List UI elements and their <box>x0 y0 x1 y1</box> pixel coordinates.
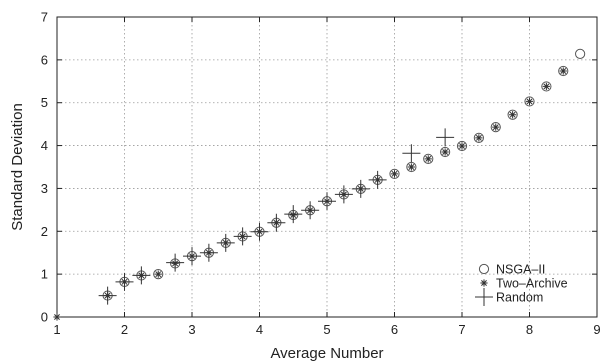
y-tick-label: 7 <box>41 10 48 25</box>
x-tick-label: 4 <box>256 322 263 337</box>
plus-point <box>267 213 286 232</box>
legend-plus-symbol <box>475 288 493 306</box>
circle-point <box>389 168 400 179</box>
star-point <box>525 97 534 106</box>
y-tick-label: 3 <box>41 181 48 196</box>
x-tick-label: 1 <box>53 322 60 337</box>
y-tick-label: 6 <box>41 52 48 67</box>
plus-point <box>132 266 151 285</box>
circle-point <box>153 269 164 280</box>
legend-circle-symbol <box>478 263 490 275</box>
plus-point <box>301 201 320 220</box>
circle-point <box>423 153 434 164</box>
star-point <box>154 270 162 278</box>
x-tick-label: 7 <box>458 322 465 337</box>
x-tick-label: 6 <box>391 322 398 337</box>
y-axis-title: Standard Deviation <box>9 103 26 231</box>
star-point <box>390 170 399 178</box>
plus-point <box>436 128 455 147</box>
circle-point <box>440 146 451 158</box>
star-point <box>458 142 466 150</box>
data-marks <box>53 48 586 321</box>
plus-point <box>351 179 370 198</box>
plus-point <box>233 227 252 246</box>
circle-point <box>541 81 552 92</box>
y-tick-label: 5 <box>41 95 48 110</box>
x-axis-title: Average Number <box>270 345 383 362</box>
star-point <box>559 67 567 75</box>
plus-point <box>284 205 303 224</box>
y-tick-label: 2 <box>41 224 48 239</box>
star-point <box>492 123 500 131</box>
x-tick-label: 8 <box>526 322 533 337</box>
y-tick-label: 1 <box>41 267 48 282</box>
series-star <box>53 67 567 321</box>
legend-label-circle: NSGA–II <box>496 263 545 277</box>
star-point <box>441 148 449 156</box>
x-tick-label: 2 <box>121 322 128 337</box>
y-tick-label: 0 <box>41 310 48 325</box>
circle-point <box>507 109 518 120</box>
circle-point <box>473 132 484 143</box>
x-axis-ticks: 1 2 3 4 5 6 7 8 9 <box>53 17 601 337</box>
x-tick-label: 3 <box>188 322 195 337</box>
plus-point <box>199 243 218 262</box>
circle-point <box>456 140 468 152</box>
plus-point <box>98 286 117 305</box>
plus-point <box>250 222 269 241</box>
circle-point <box>558 65 569 77</box>
series-plus <box>98 128 455 305</box>
star-point <box>424 155 432 163</box>
star-point <box>542 82 550 91</box>
circle-point <box>490 122 501 133</box>
plus-point <box>115 272 134 291</box>
star-point <box>475 134 483 142</box>
plus-point <box>318 192 336 211</box>
star-point <box>53 313 61 321</box>
star-point <box>509 111 517 119</box>
plus-point <box>402 144 421 163</box>
plus-point <box>334 185 353 204</box>
legend-label-star: Two–Archive <box>496 277 568 291</box>
legend-star-symbol <box>480 279 488 287</box>
plus-point <box>166 253 185 272</box>
y-tick-label: 4 <box>41 138 48 153</box>
x-tick-label: 9 <box>593 322 600 337</box>
circle-point <box>524 96 535 107</box>
plus-point <box>368 170 387 189</box>
plus-point <box>216 233 235 252</box>
legend-label-plus: Random <box>496 291 543 305</box>
circle-point <box>406 161 417 173</box>
circle-point <box>575 48 586 59</box>
plus-point <box>183 247 201 266</box>
x-tick-label: 5 <box>323 322 330 337</box>
star-point <box>407 163 415 171</box>
